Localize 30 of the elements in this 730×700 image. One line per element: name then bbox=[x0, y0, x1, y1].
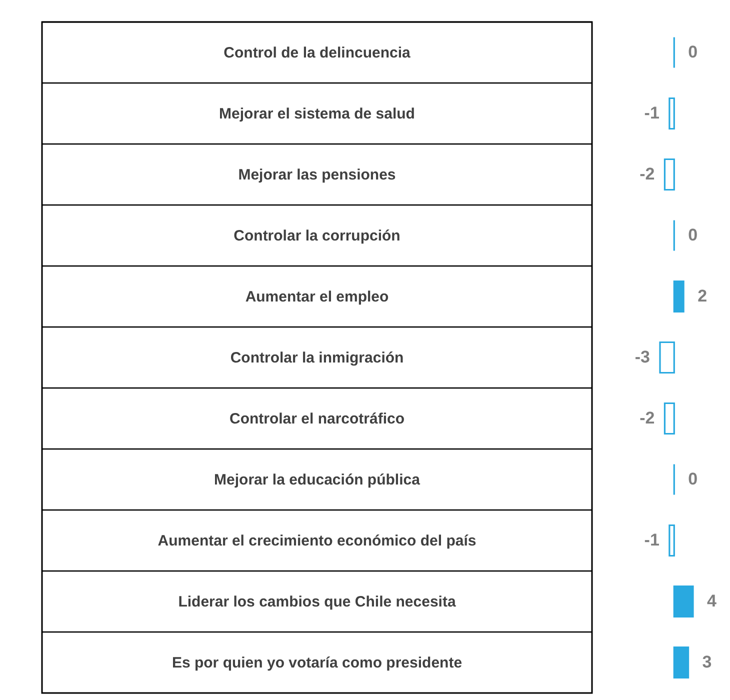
y-tick-label: Aumentar el crecimiento económico del país bbox=[158, 532, 476, 550]
data-label: 0 bbox=[688, 226, 698, 244]
bar bbox=[668, 97, 675, 130]
data-label: 4 bbox=[707, 592, 717, 610]
y-tick-label: Controlar la inmigración bbox=[230, 350, 404, 366]
y-tick-label: Mejorar el sistema de salud bbox=[219, 106, 415, 122]
data-label: -1 bbox=[644, 104, 660, 122]
y-tick-label: Mejorar la educación pública bbox=[214, 472, 421, 488]
bar bbox=[673, 646, 690, 679]
data-label: 3 bbox=[702, 652, 712, 672]
data-label: -1 bbox=[644, 530, 660, 550]
bar bbox=[664, 402, 675, 435]
bar bbox=[664, 158, 675, 191]
y-tick-label: Liderar los cambios que Chile necesita bbox=[178, 594, 456, 610]
bar bbox=[673, 585, 694, 618]
y-tick-label: Controlar el narcotráfico bbox=[229, 410, 405, 428]
y-tick-label: Mejorar las pensiones bbox=[238, 166, 396, 184]
data-label: 0 bbox=[688, 42, 698, 62]
y-tick-label: Es por quien yo votaría como presidente bbox=[172, 654, 462, 672]
data-label: -2 bbox=[640, 164, 655, 184]
data-label: -3 bbox=[634, 348, 650, 366]
bar bbox=[673, 280, 684, 313]
y-tick-label: Controlar la corrupción bbox=[234, 228, 400, 244]
data-label: -2 bbox=[640, 408, 655, 428]
y-tick-label: Aumentar el empleo bbox=[245, 288, 389, 306]
bar bbox=[668, 524, 675, 557]
bar bbox=[659, 341, 675, 374]
y-tick-label: Control de la delincuencia bbox=[224, 44, 412, 62]
data-label: 2 bbox=[698, 286, 708, 306]
data-label: 0 bbox=[688, 470, 698, 488]
